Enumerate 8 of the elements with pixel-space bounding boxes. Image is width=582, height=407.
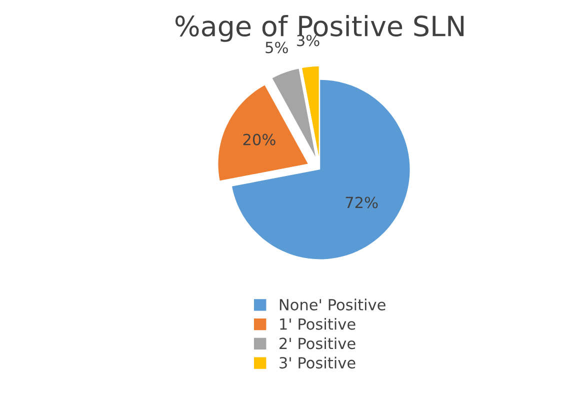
data-label: 5% [266, 42, 288, 54]
legend-label: 1' Positive [280, 318, 356, 330]
legend-label: None' Positive [280, 298, 386, 310]
data-label: 72% [346, 196, 378, 208]
legend-label: 2' Positive [280, 337, 356, 350]
legend-label: 3' Positive [280, 356, 356, 369]
data-label: 3% [297, 34, 320, 46]
data-label: 20% [243, 134, 276, 146]
